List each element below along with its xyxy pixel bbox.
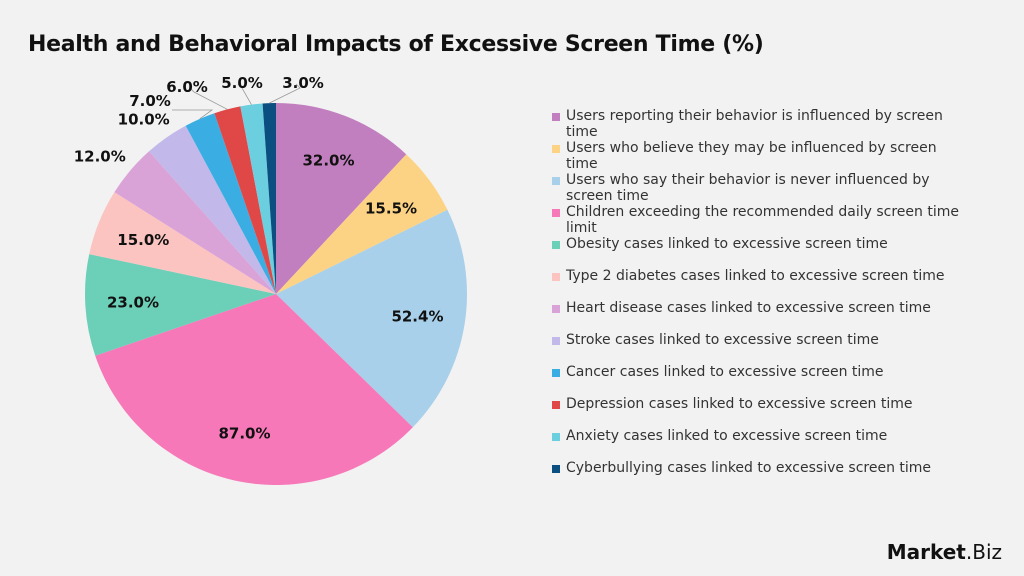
legend-label: Type 2 diabetes cases linked to excessiv… — [566, 268, 945, 284]
legend-swatch — [552, 369, 560, 377]
legend-item: Depression cases linked to excessive scr… — [552, 396, 972, 428]
legend-swatch — [552, 273, 560, 281]
pie-slice — [214, 106, 276, 295]
legend-swatch — [552, 337, 560, 345]
pie-slice — [84, 254, 276, 356]
legend-item: Stroke cases linked to excessive screen … — [552, 332, 972, 364]
leader-line — [189, 87, 228, 110]
legend-swatch — [552, 241, 560, 249]
legend-label: Heart disease cases linked to excessive … — [566, 300, 931, 316]
legend-swatch — [552, 465, 560, 473]
pie-slice — [262, 103, 276, 294]
pie-slice — [276, 209, 468, 428]
leader-line — [172, 109, 214, 120]
slice-label: 52.4% — [391, 308, 443, 326]
legend-label: Cyberbullying cases linked to excessive … — [566, 460, 932, 476]
slice-label: 3.0% — [282, 74, 324, 92]
slice-label: 32.0% — [302, 152, 354, 170]
legend-swatch — [552, 145, 560, 153]
slice-label: 15.5% — [365, 200, 417, 218]
slice-label: 23.0% — [107, 293, 159, 311]
slice-label: 6.0% — [166, 78, 208, 96]
pie-slice — [185, 113, 276, 294]
legend-label: Users who believe they may be influenced… — [566, 140, 937, 172]
slice-label: 7.0% — [129, 92, 171, 110]
pie-slice — [149, 125, 276, 294]
slice-label: 10.0% — [118, 110, 170, 128]
pie-slice — [95, 294, 413, 485]
legend-item: Children exceeding the recommended daily… — [552, 204, 972, 236]
legend-label: Children exceeding the recommended daily… — [566, 204, 959, 236]
legend-item: Users who say their behavior is never in… — [552, 172, 972, 204]
pie-slice — [114, 151, 276, 294]
leader-line — [237, 83, 252, 105]
legend-swatch — [552, 433, 560, 441]
legend-swatch — [552, 401, 560, 409]
legend-swatch — [552, 177, 560, 185]
legend-label: Cancer cases linked to excessive screen … — [566, 364, 884, 380]
legend-label: Obesity cases linked to excessive screen… — [566, 236, 888, 252]
chart-title: Health and Behavioral Impacts of Excessi… — [28, 32, 764, 57]
legend-label: Users reporting their behavior is influe… — [566, 108, 943, 140]
legend-label: Users who say their behavior is never in… — [566, 172, 930, 204]
leader-line — [269, 83, 301, 104]
pie-slice — [240, 103, 276, 294]
slice-label: 87.0% — [218, 425, 270, 443]
legend-item: Users reporting their behavior is influe… — [552, 108, 972, 140]
legend-label: Stroke cases linked to excessive screen … — [566, 332, 879, 348]
slice-label: 5.0% — [221, 74, 263, 92]
legend-swatch — [552, 209, 560, 217]
slice-label: 15.0% — [117, 231, 169, 249]
pie-slice — [276, 154, 448, 294]
legend-label: Anxiety cases linked to excessive screen… — [566, 428, 888, 444]
slice-label: 12.0% — [74, 147, 126, 165]
legend-swatch — [552, 305, 560, 313]
legend-item: Type 2 diabetes cases linked to excessiv… — [552, 268, 972, 300]
legend-label: Depression cases linked to excessive scr… — [566, 396, 913, 412]
legend-swatch — [552, 113, 560, 121]
legend-item: Obesity cases linked to excessive screen… — [552, 236, 972, 268]
pie-slice — [89, 192, 276, 294]
legend-item: Cancer cases linked to excessive screen … — [552, 364, 972, 396]
legend-item: Anxiety cases linked to excessive screen… — [552, 428, 972, 460]
legend-item: Heart disease cases linked to excessive … — [552, 300, 972, 332]
pie-chart: 32.0% 15.5% 52.4% 87.0% 23.0% 15.0% 12.0% 10.0%… — [74, 74, 468, 485]
pie-slice — [276, 103, 407, 294]
legend-item: Cyberbullying cases linked to excessive … — [552, 460, 972, 492]
marketbiz-logo: Market.Biz — [886, 540, 1002, 564]
legend-item: Users who believe they may be influenced… — [552, 140, 972, 172]
legend: Users reporting their behavior is influe… — [552, 108, 972, 492]
